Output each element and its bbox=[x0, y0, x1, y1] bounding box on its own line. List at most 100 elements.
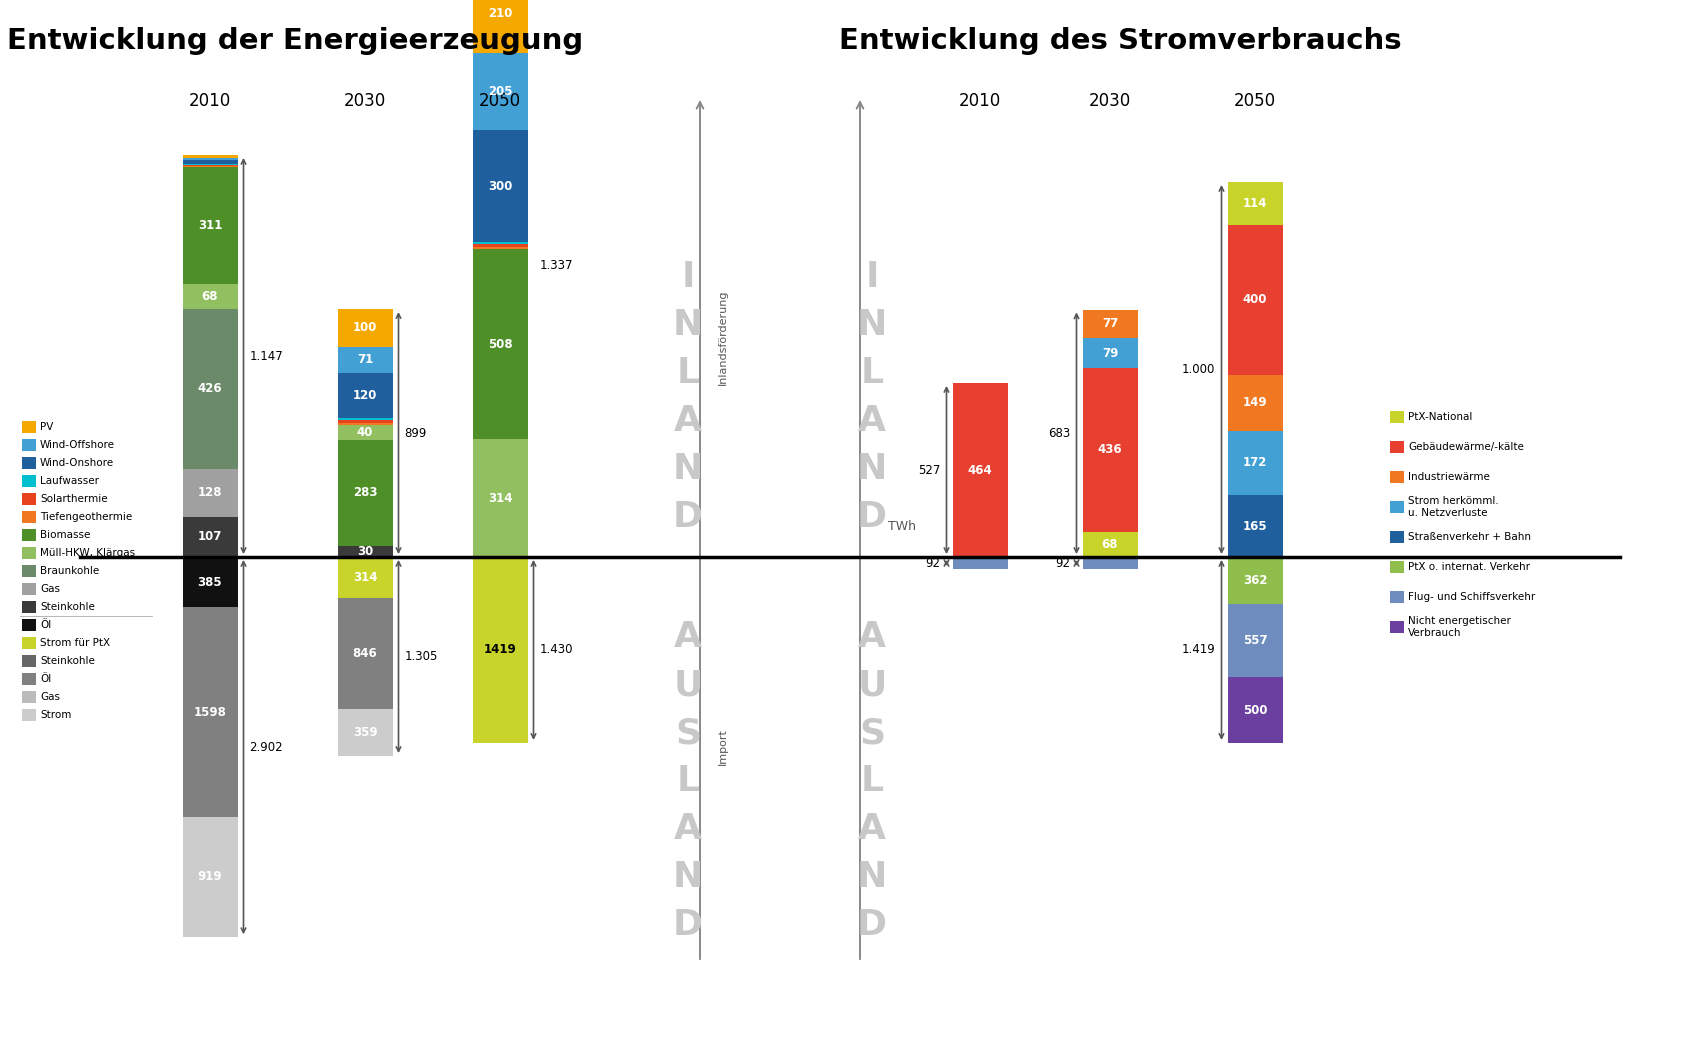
Text: 359: 359 bbox=[353, 726, 377, 739]
Bar bbox=[22, 511, 36, 523]
Bar bbox=[1391, 531, 1404, 543]
Bar bbox=[473, 557, 527, 743]
Text: 77: 77 bbox=[1102, 317, 1118, 331]
Bar bbox=[1391, 441, 1404, 453]
Text: Nicht energetischer
Verbrauch: Nicht energetischer Verbrauch bbox=[1408, 616, 1511, 638]
Text: 2010: 2010 bbox=[188, 92, 231, 110]
Text: N: N bbox=[673, 308, 704, 342]
Text: 464: 464 bbox=[968, 464, 992, 477]
Bar bbox=[338, 423, 392, 425]
Bar bbox=[1082, 368, 1138, 532]
Text: 283: 283 bbox=[353, 486, 377, 499]
Text: 508: 508 bbox=[488, 337, 512, 351]
Text: A: A bbox=[858, 620, 885, 654]
Bar bbox=[1228, 678, 1282, 743]
Text: 557: 557 bbox=[1243, 634, 1267, 647]
Bar bbox=[183, 557, 237, 608]
Text: Strom: Strom bbox=[41, 710, 71, 720]
Text: 71: 71 bbox=[356, 353, 373, 367]
Text: A: A bbox=[858, 812, 885, 846]
Text: 314: 314 bbox=[353, 571, 377, 585]
Text: Tiefengeothermie: Tiefengeothermie bbox=[41, 512, 132, 522]
Bar bbox=[1228, 605, 1282, 678]
Bar bbox=[338, 347, 392, 373]
Text: Strom für PtX: Strom für PtX bbox=[41, 638, 110, 648]
Bar bbox=[1391, 591, 1404, 602]
Bar bbox=[183, 165, 237, 166]
Text: A: A bbox=[673, 404, 702, 438]
Text: S: S bbox=[675, 716, 700, 750]
Bar bbox=[338, 420, 392, 423]
Bar bbox=[1228, 375, 1282, 430]
Text: Solarthermie: Solarthermie bbox=[41, 494, 107, 504]
Bar bbox=[22, 619, 36, 631]
Bar bbox=[183, 283, 237, 309]
Text: Steinkohle: Steinkohle bbox=[41, 656, 95, 666]
Text: 1.000: 1.000 bbox=[1182, 363, 1216, 376]
Text: Industriewärme: Industriewärme bbox=[1408, 472, 1489, 482]
Text: 210: 210 bbox=[488, 7, 512, 20]
Bar bbox=[473, 242, 527, 244]
Bar bbox=[22, 691, 36, 703]
Text: 362: 362 bbox=[1243, 574, 1267, 588]
Text: 1.430: 1.430 bbox=[539, 644, 573, 656]
Text: 899: 899 bbox=[405, 427, 427, 440]
Text: L: L bbox=[677, 764, 699, 798]
Text: 846: 846 bbox=[353, 647, 378, 660]
Text: 92: 92 bbox=[926, 557, 941, 570]
Text: A: A bbox=[673, 812, 702, 846]
Bar bbox=[1391, 622, 1404, 633]
Text: 107: 107 bbox=[198, 531, 222, 543]
Text: 128: 128 bbox=[198, 486, 222, 499]
Text: 1.305: 1.305 bbox=[405, 650, 438, 663]
Bar bbox=[1228, 182, 1282, 225]
Bar bbox=[338, 425, 392, 440]
Bar bbox=[22, 548, 36, 559]
Bar bbox=[22, 655, 36, 667]
Text: 426: 426 bbox=[198, 383, 222, 395]
Text: 120: 120 bbox=[353, 389, 377, 403]
Text: 314: 314 bbox=[488, 492, 512, 504]
Bar bbox=[1082, 532, 1138, 557]
Text: Entwicklung der Energieerzeugung: Entwicklung der Energieerzeugung bbox=[7, 27, 583, 55]
Bar bbox=[338, 709, 392, 756]
Text: 300: 300 bbox=[488, 180, 512, 192]
Text: 500: 500 bbox=[1243, 704, 1267, 717]
Text: PtX o. internat. Verkehr: PtX o. internat. Verkehr bbox=[1408, 562, 1530, 572]
Text: D: D bbox=[856, 908, 887, 942]
Text: Entwicklung des Stromverbrauchs: Entwicklung des Stromverbrauchs bbox=[840, 27, 1401, 55]
Text: N: N bbox=[856, 308, 887, 342]
Text: 2030: 2030 bbox=[344, 92, 387, 110]
Bar bbox=[22, 493, 36, 505]
Bar bbox=[338, 309, 392, 347]
Text: 1598: 1598 bbox=[193, 706, 227, 719]
Text: A: A bbox=[858, 404, 885, 438]
Text: U: U bbox=[673, 668, 702, 702]
Text: 2050: 2050 bbox=[478, 92, 521, 110]
Bar bbox=[1082, 310, 1138, 338]
Text: I: I bbox=[682, 260, 695, 294]
Text: 149: 149 bbox=[1243, 396, 1267, 409]
Bar bbox=[1391, 561, 1404, 573]
Text: 2010: 2010 bbox=[958, 92, 1001, 110]
Bar bbox=[22, 457, 36, 469]
Bar bbox=[953, 383, 1007, 557]
Bar bbox=[1082, 338, 1138, 368]
Bar bbox=[1391, 411, 1404, 423]
Text: D: D bbox=[673, 500, 704, 534]
Text: 527: 527 bbox=[918, 464, 941, 477]
Bar bbox=[473, 440, 527, 557]
Bar bbox=[338, 373, 392, 419]
Bar bbox=[22, 565, 36, 577]
Bar bbox=[22, 601, 36, 613]
Text: 919: 919 bbox=[198, 871, 222, 884]
Bar bbox=[338, 440, 392, 545]
Text: Strom herkömml.
u. Netzverluste: Strom herkömml. u. Netzverluste bbox=[1408, 496, 1499, 518]
Text: Biomasse: Biomasse bbox=[41, 530, 90, 540]
Text: U: U bbox=[856, 668, 887, 702]
Text: Import: Import bbox=[717, 728, 728, 765]
Text: Gebäudewärme/-kälte: Gebäudewärme/-kälte bbox=[1408, 442, 1525, 452]
Bar bbox=[183, 517, 237, 557]
Bar bbox=[338, 545, 392, 557]
Bar bbox=[22, 528, 36, 541]
